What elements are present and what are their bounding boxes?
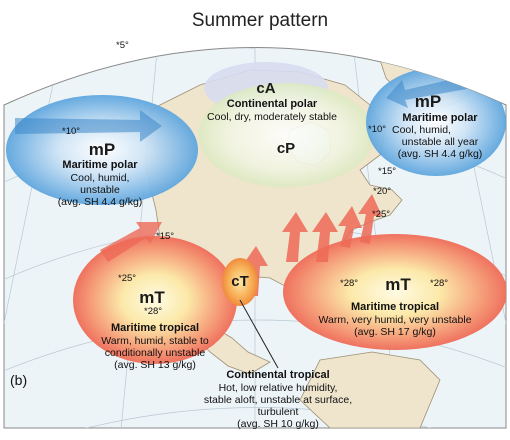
cA-code: cA [256,80,275,97]
map-title: Summer pattern [192,10,328,32]
mT-west-desc-2: conditionally unstable [105,347,205,359]
cT-desc-1: Hot, low relative humidity, [219,382,338,394]
mP-east-code: mP [415,92,441,112]
cT-code: cT [231,273,249,290]
mT-west-code: mT [139,288,165,308]
temp-marker: *25° [118,273,136,284]
temp-marker: *10° [368,124,386,135]
mP-west-desc-3: (avg. SH 4.4 g/kg) [58,196,143,208]
temp-marker: *10° [62,126,80,137]
cT-desc-3: turbulent [258,406,299,418]
temp-marker: *15° [378,166,396,177]
mT-east-code: mT [385,275,411,295]
cP-north-name: Continental polar [227,98,317,110]
mT-west-name: Maritime tropical [111,322,199,334]
panel-label: (b) [10,372,27,388]
mT-west-desc-3: (avg. SH 13 g/kg) [114,359,196,371]
mP-west-desc-2: unstable [80,184,120,196]
cT-desc-2: stable aloft, unstable at surface, [204,394,352,406]
cP-code: cP [277,140,295,157]
temp-marker: *15° [156,231,174,242]
mP-east-desc-2: unstable all year [402,136,478,148]
mP-east-desc-1: Cool, humid, [392,124,451,136]
cP-north-desc: Cool, dry, moderately stable [207,111,337,123]
mP-east-name: Maritime polar [402,112,477,124]
temp-marker: *20° [373,186,391,197]
mT-east-desc-2: (avg. SH 17 g/kg) [354,326,436,338]
mP-west-code: mP [89,140,115,160]
mT-east-desc-1: Warm, very humid, very unstable [318,314,471,326]
mP-west-name: Maritime polar [62,159,137,171]
temp-marker: *28° [144,306,162,317]
mP-east-desc-3: (avg. SH 4.4 g/kg) [398,148,483,160]
temp-marker: *25° [372,209,390,220]
mT-west-desc-1: Warm, humid, stable to [101,335,209,347]
mP-west-desc-1: Cool, humid, [71,172,130,184]
cT-name: Continental tropical [226,369,329,381]
temp-marker: *28° [430,278,448,289]
mT-east-name: Maritime tropical [351,301,439,313]
temp-marker: *28° [340,278,358,289]
cT-desc-4: (avg. SH 10 g/kg) [237,418,319,430]
temp-marker: *5° [116,40,129,51]
